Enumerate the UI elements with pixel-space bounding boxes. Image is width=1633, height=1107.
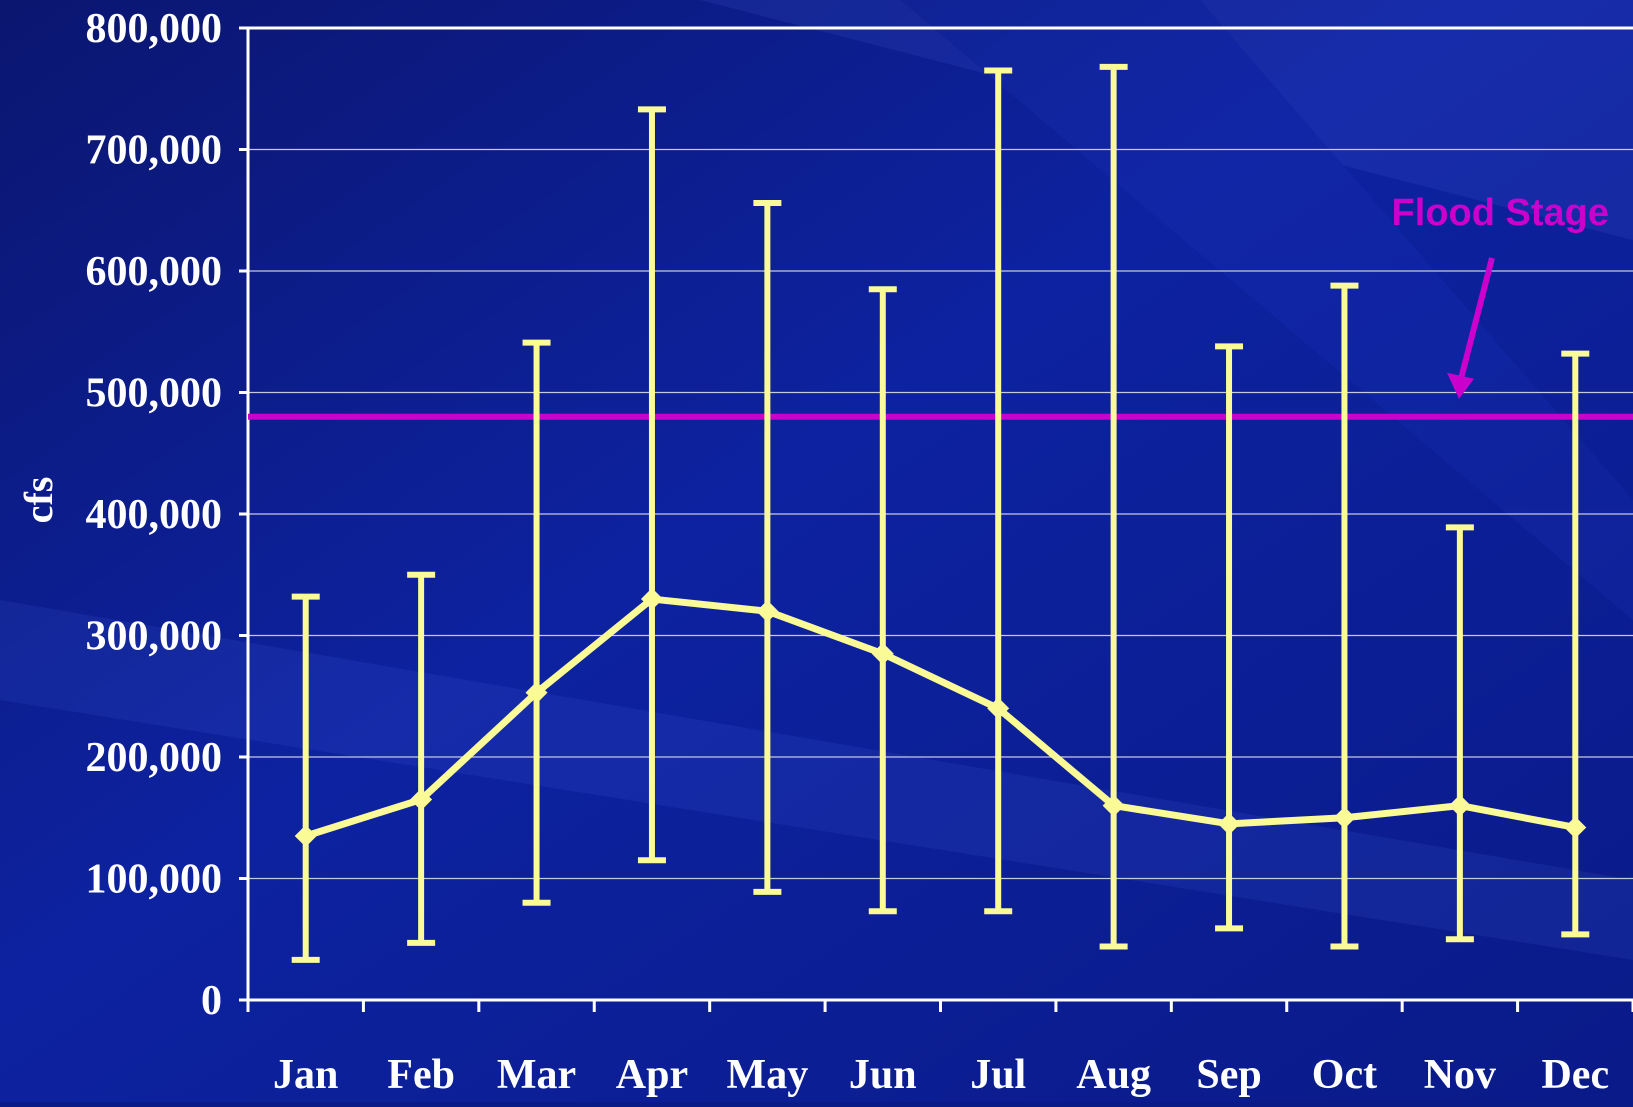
x-tick-label: Nov — [1424, 1052, 1496, 1098]
data-point — [756, 600, 779, 623]
data-point — [1448, 794, 1471, 817]
x-tick-label: Feb — [387, 1052, 455, 1098]
flood-stage-label: Flood Stage — [1392, 192, 1609, 234]
data-point — [410, 788, 433, 811]
flood-arrow-shaft — [1458, 257, 1495, 380]
data-point — [1333, 806, 1356, 829]
x-tick-label: May — [727, 1052, 809, 1098]
x-tick-label: Sep — [1196, 1052, 1261, 1098]
x-tick-label: Oct — [1312, 1052, 1377, 1098]
x-tick-label: Mar — [497, 1052, 576, 1098]
x-tick-label: Apr — [616, 1052, 688, 1098]
series-line — [302, 595, 1579, 840]
x-tick-label: Jan — [273, 1052, 338, 1098]
flood-arrow-head — [1447, 372, 1474, 399]
series-line-path — [302, 595, 1579, 840]
series-markers — [294, 588, 1587, 847]
y-tick-label: 400,000 — [86, 492, 223, 538]
x-tick-label: Dec — [1541, 1052, 1609, 1098]
data-point — [1564, 816, 1587, 839]
y-tick-label: 500,000 — [86, 371, 223, 417]
y-axis-label: cfs — [16, 477, 61, 524]
y-tick-label: 300,000 — [86, 614, 223, 660]
x-tick-label: Jul — [970, 1052, 1026, 1098]
data-point — [1102, 794, 1125, 817]
y-tick-label: 0 — [201, 978, 222, 1024]
axes — [239, 26, 1633, 1012]
data-point — [525, 681, 548, 704]
x-tick-label: Aug — [1076, 1052, 1151, 1098]
flood-stage: Flood Stage — [248, 192, 1633, 420]
y-tick-label: 200,000 — [86, 735, 223, 781]
y-tick-label: 800,000 — [86, 6, 223, 52]
error-bars — [291, 63, 1590, 963]
y-tick-label: 600,000 — [86, 249, 223, 295]
x-tick-label: Jun — [849, 1052, 917, 1098]
data-point — [871, 642, 894, 665]
tick-labels: 0 100,000 200,000 300,000 400,000 500,000 600,… — [86, 6, 1610, 1098]
y-tick-label: 100,000 — [86, 857, 223, 903]
data-point — [294, 824, 317, 847]
background-streaks — [0, 0, 1633, 960]
y-tick-label: 700,000 — [86, 128, 223, 174]
data-point — [1218, 812, 1241, 835]
data-point — [640, 588, 663, 611]
data-point — [987, 697, 1010, 720]
